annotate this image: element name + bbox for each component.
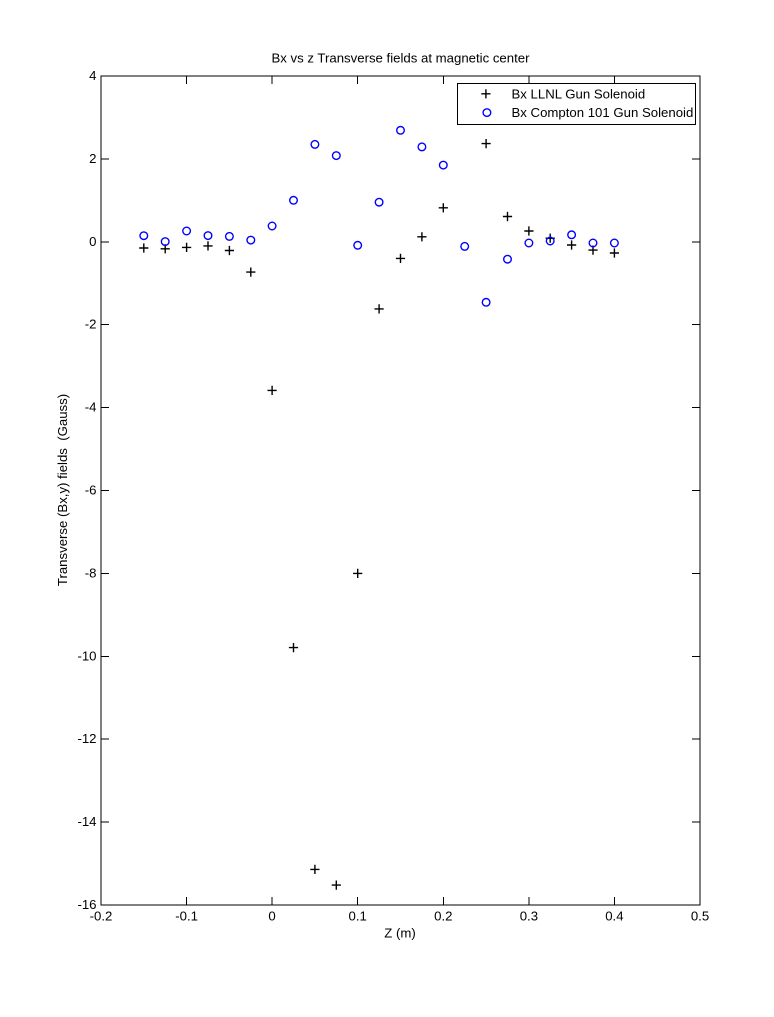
svg-text:-8: -8 bbox=[85, 565, 97, 580]
svg-text:-0.1: -0.1 bbox=[175, 909, 198, 924]
svg-text:-6: -6 bbox=[85, 483, 97, 498]
svg-text:0: 0 bbox=[268, 909, 275, 924]
svg-text:Bx vs z Transverse fields at m: Bx vs z Transverse fields at magnetic ce… bbox=[272, 51, 531, 66]
svg-text:2: 2 bbox=[89, 151, 96, 166]
svg-text:0.2: 0.2 bbox=[434, 909, 452, 924]
svg-text:-10: -10 bbox=[77, 648, 96, 663]
svg-text:0.1: 0.1 bbox=[349, 909, 367, 924]
svg-text:-4: -4 bbox=[85, 400, 97, 415]
svg-text:-2: -2 bbox=[85, 317, 97, 332]
svg-text:4: 4 bbox=[89, 68, 96, 83]
svg-text:Bx LLNL Gun Solenoid: Bx LLNL Gun Solenoid bbox=[512, 86, 646, 101]
svg-text:0.4: 0.4 bbox=[605, 909, 623, 924]
svg-text:0.3: 0.3 bbox=[520, 909, 538, 924]
svg-text:-12: -12 bbox=[77, 731, 96, 746]
svg-text:0: 0 bbox=[89, 234, 96, 249]
svg-text:Transverse (Bx,y) fields (Gau: Transverse (Bx,y) fields (Gauss) bbox=[55, 394, 70, 586]
svg-text:-14: -14 bbox=[77, 814, 96, 829]
svg-text:0.5: 0.5 bbox=[691, 909, 709, 924]
svg-text:Z (m): Z (m) bbox=[384, 926, 416, 941]
svg-text:-0.2: -0.2 bbox=[90, 909, 113, 924]
svg-text:Bx Compton 101 Gun Solenoid: Bx Compton 101 Gun Solenoid bbox=[512, 105, 694, 120]
svg-text:-16: -16 bbox=[77, 897, 96, 912]
